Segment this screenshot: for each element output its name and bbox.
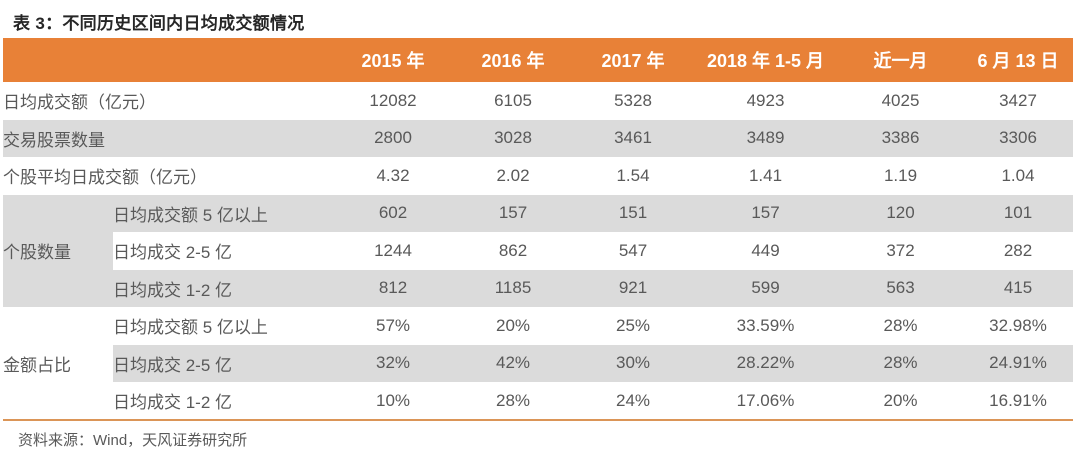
cell-value: 28%: [883, 315, 918, 335]
cell-value: 25%: [615, 315, 651, 335]
cell-value: 42%: [495, 353, 531, 373]
sub-row-label: 日均成交 1-2 亿: [113, 393, 233, 413]
cell-value: 3306: [999, 128, 1037, 148]
sub-row-label: 日均成交额 5 亿以上: [113, 205, 268, 225]
cell-value: 101: [1003, 203, 1033, 223]
cell-value: 2.02: [496, 165, 530, 185]
cell-value: 449: [751, 240, 780, 260]
cell-value: 20%: [495, 315, 531, 335]
cell-value: 563: [886, 278, 915, 298]
sub-row-label: 日均成交 1-2 亿: [113, 280, 233, 300]
cell-value: 1185: [494, 278, 532, 298]
cell-value: 17.06%: [736, 390, 795, 410]
row-label: 个股平均日成交额（亿元）: [3, 168, 207, 188]
column-header-2017: 2017 年: [573, 38, 693, 82]
cell-value: 921: [618, 278, 648, 298]
cell-value: 157: [498, 203, 528, 223]
cell-value: 28%: [495, 390, 531, 410]
column-header-jun-13: 6 月 13 日: [963, 38, 1073, 82]
cell-value: 3461: [614, 128, 652, 148]
cell-value: 862: [498, 240, 528, 260]
daily-turnover-table: 2015 年 2016 年 2017 年 2018 年 1-5 月 近一月 6 …: [3, 38, 1073, 420]
cell-value: 57%: [375, 315, 411, 335]
table-row: 日均成交 1-2 亿 10% 28% 24% 17.06% 20% 16.91%: [3, 382, 1073, 420]
cell-value: 372: [886, 240, 915, 260]
cell-value: 3386: [881, 128, 920, 148]
group-label-stock-count: 个股数量: [3, 194, 113, 307]
table-row: 交易股票数量 2800 3028 3461 3489 3386 3306: [3, 119, 1073, 157]
corner-cell: [3, 38, 333, 82]
cell-value: 3489: [746, 128, 785, 148]
table-row: 个股平均日成交额（亿元） 4.32 2.02 1.54 1.41 1.19 1.…: [3, 157, 1073, 195]
cell-value: 415: [1003, 278, 1033, 298]
row-label: 交易股票数量: [3, 130, 105, 150]
cell-value: 1244: [374, 240, 412, 260]
cell-value: 1.04: [1001, 165, 1035, 185]
cell-value: 28%: [883, 353, 918, 373]
cell-value: 24.91%: [989, 353, 1047, 373]
sub-row-label: 日均成交 2-5 亿: [113, 243, 233, 263]
cell-value: 282: [1003, 240, 1033, 260]
cell-value: 24%: [615, 390, 651, 410]
table-row: 日均成交 2-5 亿 32% 42% 30% 28.22% 28% 24.91%: [3, 344, 1073, 382]
cell-value: 32%: [375, 353, 411, 373]
header-row: 2015 年 2016 年 2017 年 2018 年 1-5 月 近一月 6 …: [3, 38, 1073, 82]
cell-value: 20%: [883, 390, 918, 410]
sub-row-label: 日均成交 2-5 亿: [113, 355, 233, 375]
cell-value: 3028: [494, 128, 532, 148]
source-note: 资料来源：Wind，天风证券研究所: [18, 432, 248, 449]
group-label-amount-share: 金额占比: [3, 307, 113, 420]
sub-row-label: 日均成交额 5 亿以上: [113, 318, 268, 338]
row-label: 日均成交额（亿元）: [3, 93, 156, 113]
cell-value: 16.91%: [989, 390, 1047, 410]
column-header-last-month: 近一月: [838, 38, 963, 82]
table-bottom-rule: [3, 419, 1073, 421]
cell-value: 812: [378, 278, 408, 298]
cell-value: 10%: [375, 390, 411, 410]
cell-value: 4.32: [376, 165, 410, 185]
cell-value: 151: [618, 203, 648, 223]
cell-value: 599: [751, 278, 780, 298]
cell-value: 2800: [374, 128, 412, 148]
cell-value: 33.59%: [736, 315, 795, 335]
column-header-2016: 2016 年: [453, 38, 573, 82]
cell-value: 1.54: [616, 165, 650, 185]
table-row: 日均成交额（亿元） 12082 6105 5328 4923 4025 3427: [3, 82, 1073, 120]
cell-value: 30%: [615, 353, 651, 373]
cell-value: 602: [378, 203, 408, 223]
cell-value: 12082: [369, 90, 417, 110]
table-row: 日均成交 2-5 亿 1244 862 547 449 372 282: [3, 232, 1073, 270]
table-row: 金额占比 日均成交额 5 亿以上 57% 20% 25% 33.59% 28% …: [3, 307, 1073, 420]
cell-value: 5328: [614, 90, 652, 110]
cell-value: 6105: [494, 90, 532, 110]
cell-value: 1.19: [883, 165, 918, 185]
cell-value: 157: [751, 203, 780, 223]
cell-value: 4923: [746, 90, 785, 110]
cell-value: 3427: [999, 90, 1037, 110]
cell-value: 547: [618, 240, 648, 260]
table-row: 日均成交 1-2 亿 812 1185 921 599 563 415: [3, 269, 1073, 307]
table-row: 个股数量 日均成交额 5 亿以上 602 157 151 157 120 101: [3, 194, 1073, 307]
cell-value: 120: [886, 203, 915, 223]
cell-value: 32.98%: [989, 315, 1047, 335]
table-title: 表 3：不同历史区间内日均成交额情况: [13, 14, 305, 33]
column-header-2018-jan-may: 2018 年 1-5 月: [693, 38, 838, 82]
cell-value: 1.41: [748, 165, 783, 185]
cell-value: 28.22%: [736, 353, 795, 373]
column-header-2015: 2015 年: [333, 38, 453, 82]
cell-value: 4025: [881, 90, 920, 110]
